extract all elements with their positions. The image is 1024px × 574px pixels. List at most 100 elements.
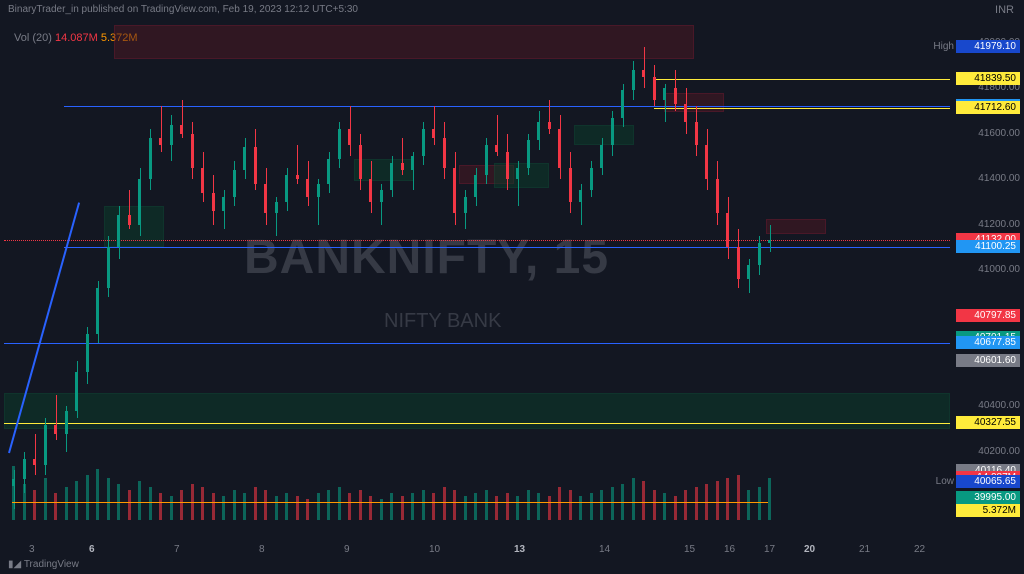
volume-bar [128,490,131,520]
price-label-prefix: High [933,41,954,52]
volume-sma-line [180,502,191,503]
horizontal-line[interactable] [64,106,950,107]
candle-body [663,88,666,99]
candle-body [758,243,761,266]
candle-body [191,134,194,168]
candle-body [180,125,183,134]
candle-body [390,163,393,190]
volume-bar [107,478,110,520]
price-label[interactable]: 41712.60 [956,101,1020,114]
volume-sma-line [201,502,212,503]
candle-body [737,247,740,279]
candle-body [285,175,288,202]
volume-bar [75,481,78,520]
volume-sma-line [695,502,706,503]
candle-body [348,129,351,145]
volume-sma-line [642,502,653,503]
price-label[interactable]: 39995.00 [956,491,1020,504]
watermark-name: NIFTY BANK [384,310,501,333]
volume-bar [327,490,330,520]
volume-bar [296,496,299,520]
candle-wick [35,434,36,475]
volume-bar [275,496,278,520]
volume-sma-line [726,502,737,503]
price-label[interactable]: 41979.10 [956,40,1020,53]
volume-bar [537,493,540,520]
price-label[interactable]: 5.372M [956,504,1020,517]
candle-body [705,145,708,179]
volume-sma-line [23,502,34,503]
volume-bar [758,487,761,520]
volume-bar [65,487,68,520]
time-tick: 20 [804,544,815,555]
volume-sma-line [653,502,664,503]
volume-sma-line [75,502,86,503]
price-label[interactable]: 40677.85 [956,336,1020,349]
time-tick: 21 [859,544,870,555]
volume-sma-line [579,502,590,503]
price-tick: 40200.00 [950,446,1020,457]
time-tick: 3 [29,544,35,555]
volume-bar [653,490,656,520]
candle-body [212,193,215,211]
volume-bar [54,493,57,520]
candle-body [642,70,645,77]
candle-wick [770,225,771,252]
candle-body [65,411,68,434]
volume-sma-line [54,502,65,503]
volume-bar [390,493,393,520]
candle-wick [56,395,57,440]
price-scale[interactable]: 42000.0041800.0041600.0041400.0041200.00… [950,20,1020,544]
volume-bar [348,493,351,520]
volume-bar [96,469,99,520]
volume-sma-line [401,502,412,503]
tradingview-logo[interactable]: ▮◢ TradingView [8,559,79,570]
volume-bar [474,493,477,520]
candle-body [128,215,131,224]
volume-sma-line [327,502,338,503]
price-label[interactable]: 40601.60 [956,354,1020,367]
time-tick: 15 [684,544,695,555]
candle-body [506,152,509,179]
price-label[interactable]: 41100.25 [956,240,1020,253]
candle-body [684,104,687,122]
price-label[interactable]: 40065.65 [956,475,1020,488]
candle-body [632,70,635,90]
volume-bar [170,496,173,520]
price-label[interactable]: 40797.85 [956,309,1020,322]
volume-sma-line [527,502,538,503]
volume-sma-line [390,502,401,503]
time-tick: 16 [724,544,735,555]
volume-sma-line [506,502,517,503]
horizontal-line[interactable] [654,108,950,109]
publisher-info: BinaryTrader_in published on TradingView… [8,4,358,15]
volume-bar [149,487,152,520]
candle-body [264,184,267,214]
candle-body [747,265,750,279]
time-axis[interactable]: 36789101314151617202122 [4,544,950,560]
volume-bar [569,490,572,520]
candle-body [117,215,120,247]
volume-sma-line [233,502,244,503]
volume-sma-line [138,502,149,503]
candle-body [338,129,341,159]
candle-body [107,247,110,288]
horizontal-line[interactable] [4,240,950,241]
volume-sma-line [674,502,685,503]
horizontal-line[interactable] [4,343,950,344]
volume-sma-line [369,502,380,503]
horizontal-line[interactable] [4,423,950,424]
horizontal-line[interactable] [654,79,950,80]
time-tick: 7 [174,544,180,555]
price-label[interactable]: 41839.50 [956,72,1020,85]
chart-area[interactable]: BANKNIFTY, 15 NIFTY BANK [4,20,950,544]
price-label[interactable]: 40327.55 [956,416,1020,429]
volume-sma-line [86,502,97,503]
time-tick: 14 [599,544,610,555]
horizontal-line[interactable] [64,247,950,248]
volume-sma-line [432,502,443,503]
volume-sma-line [758,502,769,503]
candle-body [275,202,278,213]
candle-body [611,118,614,145]
volume-sma-line [159,502,170,503]
